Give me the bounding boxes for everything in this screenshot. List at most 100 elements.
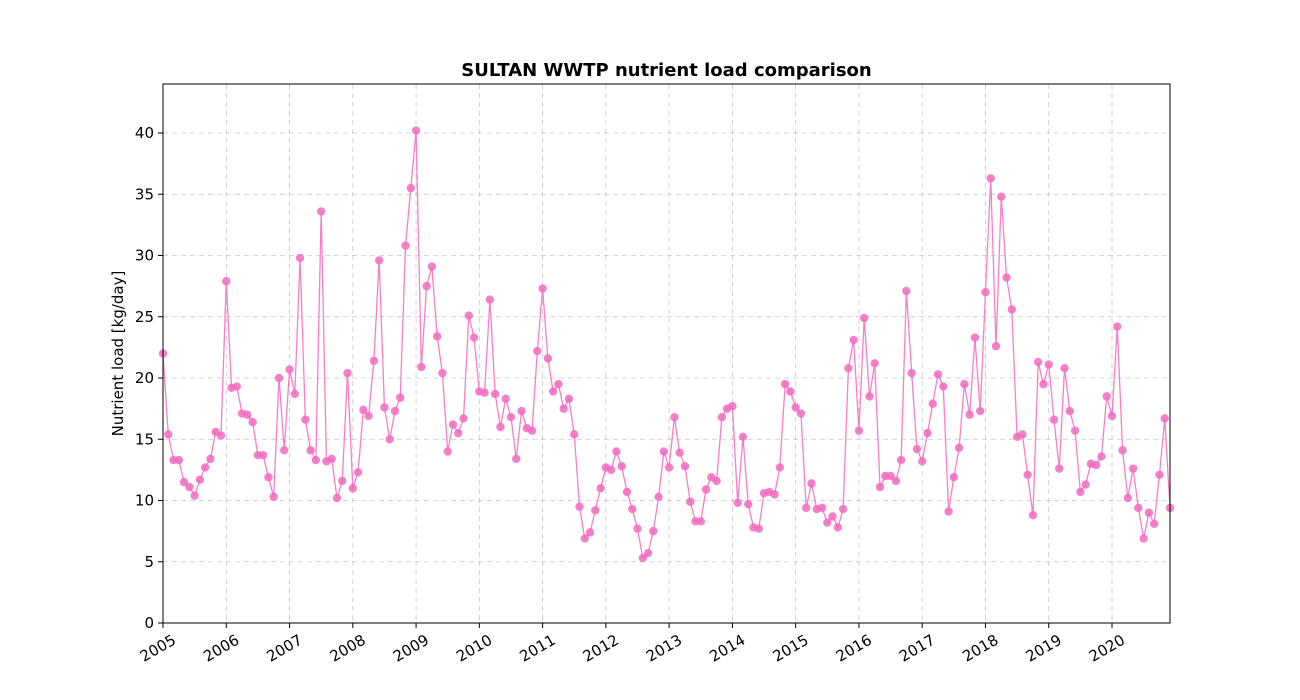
data-point: [591, 506, 600, 515]
data-point: [496, 422, 505, 432]
data-point: [1149, 519, 1159, 528]
data-point: [1128, 464, 1138, 473]
data-point: [654, 492, 663, 502]
data-point: [469, 333, 479, 342]
data-point: [701, 485, 711, 494]
data-point: [997, 192, 1006, 201]
x-tick-label: 2011: [517, 631, 559, 666]
data-point: [949, 473, 959, 482]
data-point: [295, 253, 305, 263]
x-tick-label: 2015: [770, 631, 812, 666]
data-point: [802, 503, 811, 513]
x-tick-label: 2013: [643, 631, 685, 666]
data-point: [396, 393, 405, 402]
y-tick-label: 0: [144, 614, 154, 632]
data-point: [712, 476, 721, 486]
data-point: [918, 457, 927, 466]
data-point: [1049, 415, 1059, 424]
data-point: [1007, 305, 1017, 314]
data-point: [696, 517, 705, 526]
data-point: [891, 476, 901, 486]
data-point: [443, 447, 452, 456]
data-point: [506, 413, 516, 422]
data-point: [327, 454, 336, 464]
data-point: [353, 468, 363, 477]
data-point: [490, 389, 500, 399]
data-point: [686, 497, 695, 506]
x-tick-label: 2019: [1023, 631, 1065, 666]
data-point: [744, 499, 753, 509]
x-tick-label: 2016: [833, 631, 875, 666]
data-point: [274, 373, 284, 383]
data-point: [606, 465, 616, 475]
data-point: [965, 410, 974, 419]
data-point: [928, 399, 937, 408]
data-point: [480, 388, 489, 397]
data-point: [359, 405, 368, 415]
data-point: [633, 524, 642, 533]
data-point: [1018, 430, 1027, 439]
data-point: [823, 518, 832, 527]
x-tick-label: 2005: [137, 631, 179, 666]
data-point: [770, 490, 779, 499]
data-point: [501, 394, 510, 404]
data-point: [343, 368, 352, 378]
data-point: [200, 463, 210, 472]
data-point: [216, 431, 226, 440]
data-point: [912, 444, 922, 454]
data-point: [348, 484, 357, 493]
data-point: [185, 482, 194, 492]
y-tick-label: 40: [135, 124, 154, 142]
data-point: [944, 507, 953, 516]
data-point: [564, 394, 574, 404]
data-point: [939, 382, 948, 391]
data-point: [206, 454, 215, 464]
data-point: [596, 484, 605, 493]
y-axis-label: Nutrient load [kg/day]: [109, 271, 127, 437]
data-point: [301, 415, 310, 424]
data-point: [1039, 379, 1048, 389]
data-point: [464, 311, 473, 320]
data-point: [427, 262, 437, 271]
data-point: [422, 281, 431, 291]
data-point: [986, 174, 995, 183]
data-point: [580, 534, 589, 543]
data-point: [854, 426, 864, 435]
data-point: [533, 346, 542, 356]
data-point: [675, 448, 684, 457]
x-tick-label: 2018: [959, 631, 1001, 666]
data-point: [1076, 487, 1085, 497]
data-point: [538, 284, 547, 293]
data-point: [617, 462, 626, 471]
data-point: [817, 503, 827, 513]
data-point: [664, 463, 674, 472]
grid-lines: [162, 84, 1170, 624]
data-point: [1134, 503, 1143, 513]
data-point: [754, 524, 763, 533]
data-point: [728, 401, 737, 411]
data-point: [1002, 273, 1011, 282]
data-point: [380, 403, 389, 412]
data-point: [1155, 470, 1164, 479]
data-point: [1028, 511, 1038, 520]
data-point: [195, 475, 205, 484]
data-point: [1023, 470, 1032, 479]
data-point: [575, 502, 584, 511]
data-point: [775, 463, 785, 472]
data-point: [432, 332, 442, 341]
data-point: [1118, 446, 1127, 455]
data-point: [269, 492, 278, 502]
data-point: [459, 414, 468, 423]
x-tick-label: 2014: [706, 631, 748, 666]
y-tick-label: 10: [135, 492, 154, 510]
data-point: [649, 526, 658, 536]
data-point: [548, 387, 558, 396]
data-point: [554, 379, 563, 389]
data-point: [907, 368, 916, 378]
data-point: [844, 364, 853, 373]
data-point: [280, 446, 289, 455]
series-line: [162, 130, 1171, 560]
data-point: [485, 295, 495, 304]
x-tick-label: 2017: [896, 631, 938, 666]
data-point: [849, 335, 858, 345]
